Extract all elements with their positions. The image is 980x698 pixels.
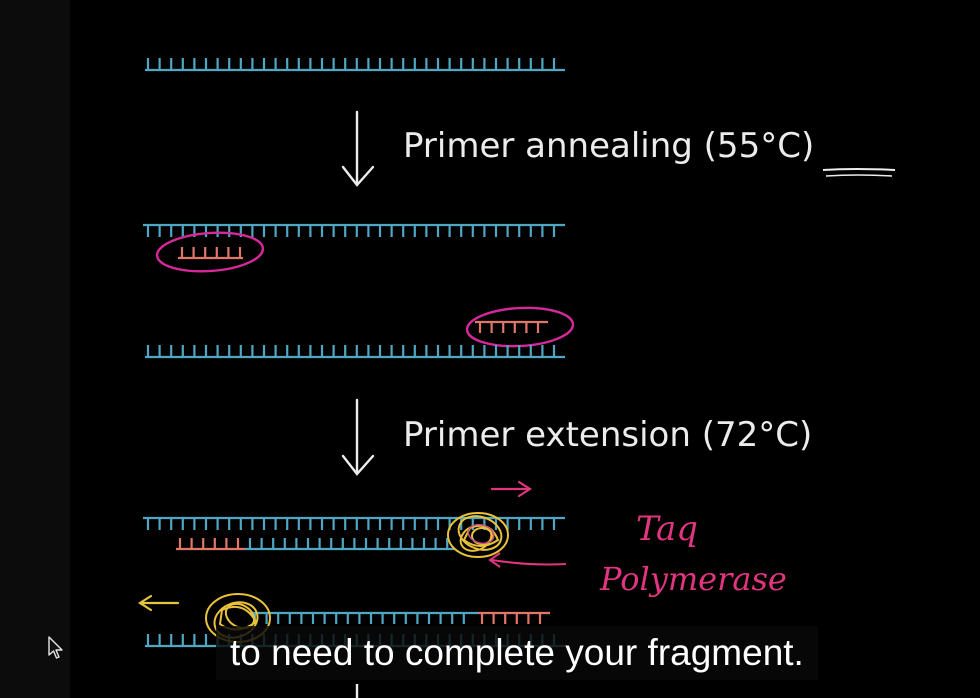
extension-step-label: Primer extension (72°C)	[403, 415, 812, 455]
dna-strand-annealed-bottom	[145, 345, 565, 359]
primer-highlight-circle	[155, 231, 265, 273]
polymerase-blob	[447, 512, 509, 558]
subtitle-caption: to need to complete your fragment.	[216, 626, 818, 680]
primer-forward	[178, 247, 243, 260]
temperature-underline	[822, 168, 896, 171]
dna-strand-extension-top	[143, 516, 565, 530]
polymerase-blob	[467, 523, 495, 545]
new-strand-reverse	[250, 611, 550, 624]
dna-strand-template	[145, 58, 565, 72]
enzyme-label-line2: Polymerase	[599, 560, 787, 598]
down-arrow-icon	[341, 398, 375, 476]
pointer-line	[491, 559, 567, 566]
video-letterbox	[0, 0, 70, 698]
primer-reverse	[475, 320, 548, 333]
mouse-pointer-icon	[48, 636, 63, 659]
dna-strand-annealed-top	[143, 223, 565, 237]
primer-highlight-circle	[465, 306, 575, 348]
enzyme-label-line1: Taq	[636, 509, 698, 549]
down-arrow-icon	[341, 110, 375, 187]
annealing-step-label: Primer annealing (55°C)	[403, 126, 814, 166]
right-arrow-icon	[490, 480, 533, 498]
new-strand-forward	[176, 538, 455, 551]
left-arrow-icon	[137, 594, 180, 612]
